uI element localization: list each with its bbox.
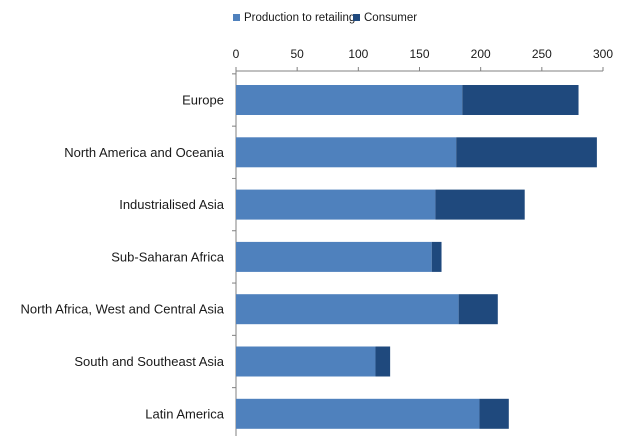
x-tick-label-2: 100 [348, 47, 368, 61]
bar-production-2 [236, 189, 436, 220]
category-label-2: Industrialised Asia [119, 197, 225, 212]
legend: Production to retailing Consumer [233, 12, 417, 24]
x-tick-label-0: 0 [233, 47, 240, 61]
x-tick-label-3: 150 [409, 47, 429, 61]
category-label-4: North Africa, West and Central Asia [20, 302, 224, 317]
bar-consumer-1 [456, 137, 597, 168]
bars [236, 85, 597, 429]
bar-consumer-5 [375, 346, 391, 377]
category-label-0: Europe [182, 93, 224, 108]
x-tick-label-5: 250 [532, 47, 552, 61]
legend-label-1: Consumer [364, 12, 417, 24]
bar-consumer-0 [462, 85, 579, 115]
x-axis: 0 50 100 150 200 250 300 [233, 47, 613, 72]
bar-production-0 [236, 85, 463, 115]
bar-production-1 [236, 137, 457, 168]
bar-consumer-6 [479, 398, 509, 429]
category-label-5: South and Southeast Asia [74, 354, 224, 369]
bar-consumer-2 [435, 189, 525, 220]
bar-production-6 [236, 398, 480, 429]
bar-consumer-4 [458, 294, 498, 325]
bar-production-5 [236, 346, 376, 377]
y-axis: Europe North America and Oceania Industria… [20, 71, 237, 436]
x-tick-label-4: 200 [471, 47, 491, 61]
legend-swatch-0 [233, 14, 240, 21]
legend-label-0: Production to retailing [244, 12, 355, 24]
category-label-6: Latin America [145, 406, 225, 421]
legend-swatch-1 [353, 14, 360, 21]
category-label-3: Sub-Saharan Africa [111, 249, 225, 264]
bar-production-4 [236, 294, 459, 325]
bar-consumer-3 [431, 241, 442, 272]
category-label-1: North America and Oceania [64, 145, 224, 160]
x-tick-label-1: 50 [290, 47, 304, 61]
bar-production-3 [236, 241, 432, 272]
x-tick-label-6: 300 [593, 47, 613, 61]
